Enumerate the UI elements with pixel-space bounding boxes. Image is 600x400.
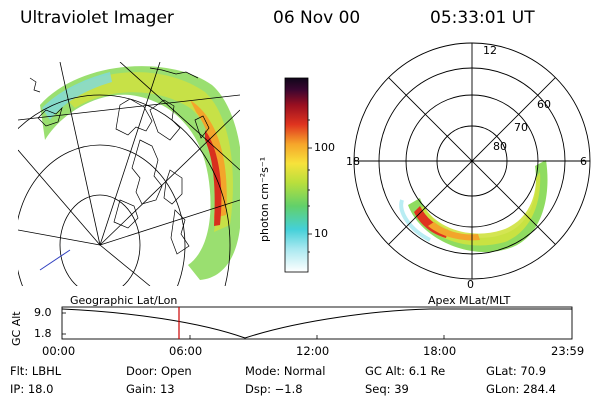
info-gain: Gain: 13 (126, 382, 175, 396)
time-tick-0000: 00:00 (42, 344, 76, 358)
colorbar-unit-label: photon cm⁻²s⁻¹ (258, 156, 271, 242)
mlt-label-0: 0 (467, 278, 474, 291)
time-tick-1800: 18:00 (423, 344, 457, 358)
info-door: Door: Open (126, 364, 192, 378)
polar-panel (353, 42, 591, 280)
mlat-label-60: 60 (537, 98, 551, 111)
altitude-ytick-high: 9.0 (34, 306, 52, 319)
time-tick-1200: 12:00 (296, 344, 330, 358)
info-seq: Seq: 39 (365, 382, 409, 396)
info-filter: Flt: LBHL (10, 364, 62, 378)
mlat-label-70: 70 (514, 121, 528, 134)
geographic-map-panel (18, 62, 240, 286)
colorbar-tick-100: 100 (314, 141, 335, 154)
instrument-title: Ultraviolet Imager (20, 8, 174, 28)
info-ip: IP: 18.0 (10, 382, 54, 396)
polar-caption: Apex MLat/MLT (428, 294, 511, 307)
time-label: 05:33:01 UT (430, 8, 535, 28)
time-tick-0600: 06:00 (169, 344, 203, 358)
mlt-label-6: 6 (580, 155, 587, 168)
info-glat: GLat: 70.9 (486, 364, 547, 378)
aurora-band-geo (40, 66, 240, 280)
colorbar-tick-10: 10 (314, 227, 328, 240)
altitude-ylabel: GC Alt (10, 311, 23, 346)
colorbar-ticks (308, 119, 312, 253)
geo-caption: Geographic Lat/Lon (70, 294, 178, 307)
info-gc-alt: GC Alt: 6.1 Re (365, 364, 446, 378)
altitude-ytick-low: 1.8 (34, 327, 52, 340)
altitude-curve (61, 308, 572, 339)
time-tick-2359: 23:59 (551, 344, 585, 358)
mlt-label-18: 18 (346, 155, 360, 168)
info-dsp: Dsp: −1.8 (245, 382, 303, 396)
info-mode: Mode: Normal (245, 364, 326, 378)
altitude-plot (61, 306, 573, 340)
info-glon: GLon: 284.4 (486, 382, 556, 396)
date-label: 06 Nov 00 (273, 8, 361, 28)
colorbar (284, 77, 309, 273)
mlat-label-80: 80 (493, 140, 507, 153)
mlt-label-12: 12 (483, 44, 497, 57)
